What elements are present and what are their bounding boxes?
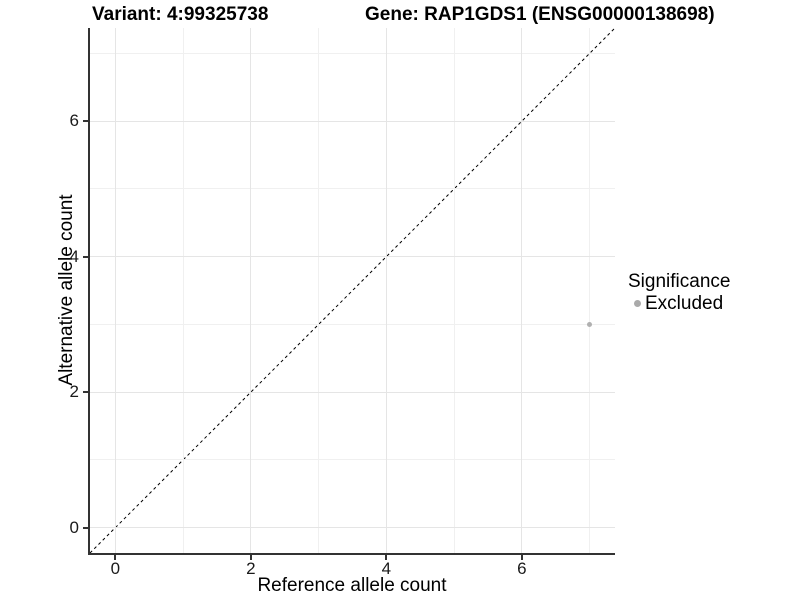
y-major-gridline: [90, 391, 615, 393]
plot-panel: [88, 28, 615, 555]
y-major-gridline: [90, 256, 615, 258]
x-major-gridline: [521, 28, 523, 553]
legend-item-excluded: Excluded: [628, 293, 730, 314]
y-tick-label: 0: [69, 517, 79, 537]
plot-title-variant: Variant: 4:99325738: [92, 4, 269, 25]
y-minor-gridline: [90, 323, 615, 325]
x-tick-label: 4: [381, 559, 392, 578]
y-tick-mark: [83, 391, 88, 394]
y-major-gridline: [90, 527, 615, 529]
legend-title: Significance: [628, 271, 731, 292]
y-tick-label: 2: [69, 382, 79, 402]
y-axis-title: Alternative allele count: [56, 194, 77, 386]
y-tick-mark: [83, 120, 88, 123]
data-point: [587, 321, 593, 327]
x-tick-label: 2: [246, 559, 256, 578]
legend-item-label: Excluded: [645, 293, 724, 314]
y-minor-gridline: [90, 188, 615, 190]
x-tick-mark: [520, 555, 523, 560]
x-axis-title: Reference allele count: [257, 575, 447, 596]
identity-dashed-line: [90, 28, 615, 553]
x-tick-label: 0: [110, 559, 121, 578]
x-tick-mark: [114, 555, 117, 560]
y-tick-mark: [83, 526, 88, 529]
x-minor-gridline: [318, 28, 320, 553]
legend: Significance Excluded: [628, 271, 730, 314]
x-major-gridline: [114, 28, 116, 553]
x-tick-label: 6: [517, 559, 527, 578]
x-major-gridline: [250, 28, 252, 553]
x-tick-mark: [385, 555, 388, 560]
y-major-gridline: [90, 120, 615, 122]
x-major-gridline: [385, 28, 387, 553]
y-tick-mark: [83, 255, 88, 258]
x-minor-gridline: [182, 28, 184, 553]
y-minor-gridline: [90, 52, 615, 54]
y-tick-label: 4: [69, 246, 79, 266]
plot-title-gene: Gene: RAP1GDS1 (ENSG00000138698): [365, 4, 715, 25]
identity-reference-line-layer: [90, 28, 615, 553]
legend-point-icon: [634, 300, 641, 307]
y-tick-label: 6: [69, 111, 79, 131]
x-minor-gridline: [589, 28, 591, 553]
x-minor-gridline: [453, 28, 455, 553]
x-tick-mark: [249, 555, 252, 560]
y-minor-gridline: [90, 459, 615, 461]
